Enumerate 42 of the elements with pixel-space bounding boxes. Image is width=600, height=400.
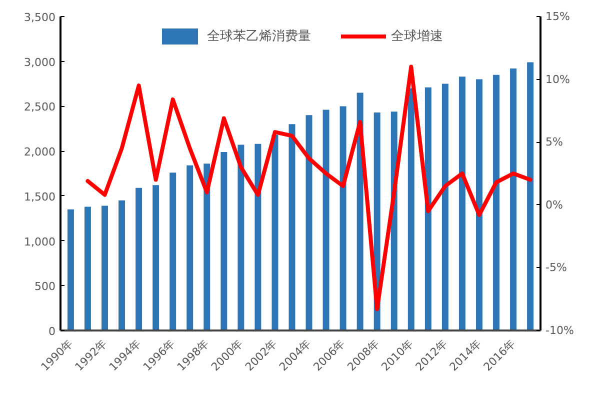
- y-tick-label: 3,000: [24, 56, 56, 69]
- bar: [118, 200, 126, 330]
- bar: [152, 185, 160, 330]
- bar: [254, 144, 262, 330]
- bar: [322, 110, 330, 330]
- bar: [493, 74, 500, 330]
- bar: [510, 68, 516, 330]
- bar: [220, 152, 228, 330]
- y-tick-label: 1,500: [24, 190, 56, 204]
- bar: [442, 84, 448, 330]
- y2-tick-label: -10%: [546, 324, 574, 337]
- bar: [67, 209, 74, 330]
- y2-tick-label: -5%: [546, 261, 567, 274]
- y2-tick-label: 0%: [546, 198, 563, 212]
- legend-label: 全球增速: [391, 28, 443, 45]
- bar: [272, 134, 278, 330]
- bar: [186, 165, 194, 330]
- bar: [527, 62, 534, 330]
- bar: [136, 188, 142, 330]
- bar: [84, 206, 91, 330]
- bar: [238, 144, 244, 330]
- bar: [424, 87, 432, 330]
- y2-tick-label: 10%: [546, 72, 570, 86]
- bar: [340, 106, 346, 330]
- y2-tick-label: 5%: [546, 136, 563, 149]
- y-tick-label: 2,500: [24, 100, 56, 114]
- bar: [288, 124, 296, 330]
- bar: [408, 88, 414, 330]
- line-series: [86, 64, 532, 312]
- y-tick-label: 500: [34, 280, 56, 294]
- bar: [170, 172, 176, 330]
- y-tick-label: 3,500: [24, 11, 56, 24]
- bar: [102, 206, 108, 330]
- y2-tick-label: 15%: [546, 10, 570, 23]
- y-tick-label: 2,000: [24, 146, 56, 159]
- y-tick-label: 0: [48, 325, 56, 338]
- legend-label: 全球苯乙烯消费量: [207, 28, 311, 45]
- bar: [476, 79, 482, 330]
- bar: [204, 164, 210, 330]
- bar: [306, 115, 312, 330]
- bar: [458, 76, 466, 330]
- y-tick-label: 1,000: [24, 235, 56, 248]
